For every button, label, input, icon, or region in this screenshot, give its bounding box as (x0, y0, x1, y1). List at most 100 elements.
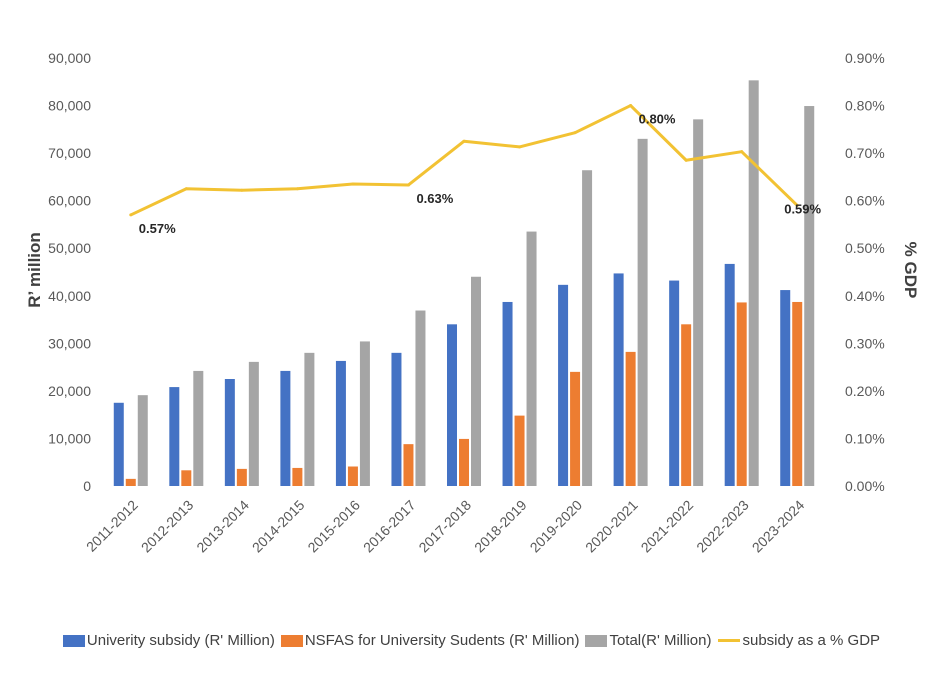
y-tick-label: 10,000 (48, 430, 91, 446)
y2-tick-label: 0.70% (845, 145, 885, 161)
bar-subsidy (169, 387, 180, 486)
bar-subsidy (669, 280, 680, 486)
y2-tick-label: 0.80% (845, 98, 885, 114)
y2-tick-label: 0.40% (845, 288, 885, 304)
gdp-data-label: 0.59% (784, 201, 821, 216)
legend-label-nsfas: NSFAS for University Sudents (R' Million… (304, 632, 580, 649)
x-tick-label: 2011-2012 (83, 497, 141, 555)
x-tick-label: 2018-2019 (471, 497, 530, 556)
y2-tick-label: 0.60% (845, 193, 885, 209)
legend-swatch-subsidy (62, 634, 85, 647)
gdp-point (518, 145, 522, 149)
y2-tick-label: 0.90% (845, 50, 885, 66)
bar-subsidy (224, 379, 235, 486)
y2-tick-label: 0.10% (845, 430, 885, 446)
bar-total (248, 361, 259, 486)
gdp-point (295, 187, 299, 191)
legend-swatch-gdp (717, 639, 740, 642)
x-tick-label: 2019-2020 (527, 497, 586, 556)
y-axis-title: R’ million (25, 232, 44, 308)
bar-nsfas (125, 478, 136, 486)
x-tick-label: 2020-2021 (582, 497, 641, 556)
gdp-point (129, 213, 133, 217)
left-axis-ticks: 0 10,000 20,000 30,000 40,000 50,000 60,000 70,… (48, 50, 91, 494)
bar-total (693, 119, 704, 486)
bar-nsfas (625, 351, 636, 486)
bar-total (526, 231, 537, 486)
gdp-data-label: 0.63% (416, 191, 453, 206)
y-tick-label: 70,000 (48, 145, 91, 161)
bar-total (304, 352, 315, 486)
legend-item-gdp: subsidy as a % GDP (717, 632, 881, 649)
x-tick-label: 2022-2023 (693, 497, 752, 556)
bar-total (637, 138, 648, 486)
bar-nsfas (570, 371, 581, 486)
bar-subsidy (780, 290, 791, 486)
bar-subsidy (613, 273, 624, 486)
bar-total (137, 395, 148, 486)
legend-label-subsidy: Univerity subsidy (R' Million) (86, 632, 275, 649)
legend-item-nsfas: NSFAS for University Sudents (R' Million… (280, 632, 580, 649)
bar-total (471, 276, 481, 486)
bar-subsidy (502, 301, 513, 486)
y2-tick-label: 0.30% (845, 335, 885, 351)
gdp-data-label: 0.80% (639, 112, 676, 127)
x-tick-label: 2012-2013 (138, 497, 197, 556)
bar-subsidy (558, 284, 569, 486)
gdp-point (351, 182, 355, 186)
bar-total (748, 80, 759, 487)
x-tick-label: 2023-2024 (749, 497, 808, 556)
bar-subsidy (113, 402, 124, 486)
gdp-point (795, 203, 799, 207)
combo-chart: 0 10,000 20,000 30,000 40,000 50,000 60,000 70,… (25, 50, 920, 556)
bar-subsidy (447, 324, 457, 486)
bar-subsidy (335, 360, 346, 486)
line-series (129, 104, 799, 217)
x-tick-label: 2014-2015 (249, 497, 308, 556)
y-tick-label: 50,000 (48, 240, 91, 256)
y2-tick-label: 0.00% (845, 478, 885, 494)
bar-total (804, 106, 815, 486)
y-tick-label: 40,000 (48, 288, 91, 304)
y-tick-label: 20,000 (48, 383, 91, 399)
bar-subsidy (391, 352, 402, 486)
bar-nsfas (347, 466, 358, 486)
x-axis-ticks: 2011-20122012-20132013-20142014-20152015… (83, 497, 808, 556)
legend-label-gdp: subsidy as a % GDP (742, 632, 881, 649)
gdp-point (740, 150, 744, 154)
bar-nsfas (736, 302, 747, 486)
y2-tick-label: 0.50% (845, 240, 885, 256)
y-tick-label: 60,000 (48, 193, 91, 209)
data-labels: 0.57% 0.63% 0.80% 0.59% (139, 112, 822, 236)
bar-total (193, 370, 204, 486)
bar-nsfas (292, 467, 303, 486)
bar-nsfas (792, 301, 803, 486)
right-axis-ticks: 0.00% 0.10% 0.20% 0.30% 0.40% 0.50% 0.60% 0.70%… (845, 50, 885, 494)
legend-swatch-nsfas (280, 634, 303, 647)
bar-nsfas (181, 470, 192, 486)
bar-nsfas (403, 444, 414, 486)
legend: Univerity subsidy (R' Million) NSFAS for… (0, 632, 943, 649)
bar-total (359, 341, 370, 486)
gdp-data-label: 0.57% (139, 221, 176, 236)
legend-item-total: Total(R' Million) (585, 632, 712, 649)
y-tick-label: 0 (83, 478, 91, 494)
gdp-point (184, 187, 188, 191)
x-tick-label: 2017-2018 (415, 497, 474, 556)
x-tick-label: 2016-2017 (360, 497, 419, 556)
bar-subsidy (280, 370, 291, 486)
y-tick-label: 30,000 (48, 335, 91, 351)
y2-axis-title: % GDP (901, 242, 920, 299)
y-tick-label: 90,000 (48, 50, 91, 66)
y-tick-label: 80,000 (48, 98, 91, 114)
y2-tick-label: 0.20% (845, 383, 885, 399)
gdp-point (684, 158, 688, 162)
x-tick-label: 2021-2022 (638, 497, 697, 556)
x-tick-label: 2015-2016 (304, 497, 363, 556)
legend-item-subsidy: Univerity subsidy (R' Million) (62, 632, 275, 649)
bar-series (113, 80, 815, 487)
bar-nsfas (236, 468, 247, 486)
bar-total (582, 170, 593, 486)
bar-subsidy (724, 263, 735, 486)
bar-nsfas (681, 324, 692, 486)
